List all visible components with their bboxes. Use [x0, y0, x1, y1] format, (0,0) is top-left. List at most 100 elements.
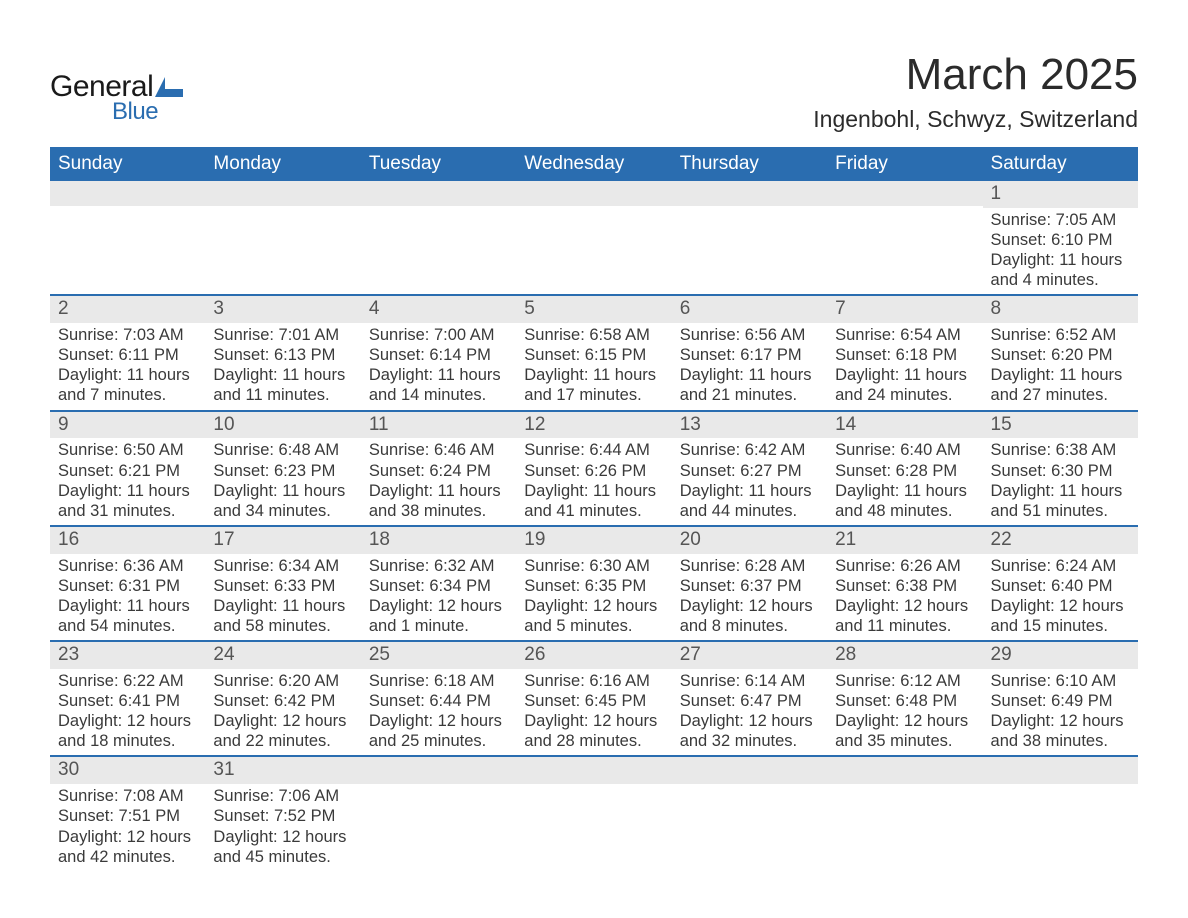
empty-day-stripe — [516, 181, 671, 206]
day-number: 8 — [983, 296, 1138, 323]
day-cell: 30Sunrise: 7:08 AMSunset: 7:51 PMDayligh… — [50, 756, 205, 870]
sunrise-line: Sunrise: 6:20 AM — [213, 671, 352, 691]
empty-day-stripe — [516, 757, 671, 784]
day-details: Sunrise: 6:32 AMSunset: 6:34 PMDaylight:… — [361, 554, 516, 641]
sunset-line: Sunset: 7:52 PM — [213, 806, 352, 826]
daylight-line: Daylight: 12 hours and 38 minutes. — [991, 711, 1130, 751]
daylight-line: Daylight: 11 hours and 44 minutes. — [680, 481, 819, 521]
sunrise-line: Sunrise: 6:58 AM — [524, 325, 663, 345]
empty-day-stripe — [983, 757, 1138, 784]
day-cell: 9Sunrise: 6:50 AMSunset: 6:21 PMDaylight… — [50, 411, 205, 526]
empty-day-body — [205, 206, 360, 286]
empty-cell — [205, 181, 360, 295]
daylight-line: Daylight: 11 hours and 17 minutes. — [524, 365, 663, 405]
day-number: 30 — [50, 757, 205, 784]
empty-cell — [672, 756, 827, 870]
day-details: Sunrise: 6:30 AMSunset: 6:35 PMDaylight:… — [516, 554, 671, 641]
day-cell: 17Sunrise: 6:34 AMSunset: 6:33 PMDayligh… — [205, 526, 360, 641]
day-number: 21 — [827, 527, 982, 554]
day-details: Sunrise: 6:34 AMSunset: 6:33 PMDaylight:… — [205, 554, 360, 641]
sunrise-line: Sunrise: 6:32 AM — [369, 556, 508, 576]
day-header: Friday — [827, 147, 982, 181]
sunrise-line: Sunrise: 6:56 AM — [680, 325, 819, 345]
sunset-line: Sunset: 6:30 PM — [991, 461, 1130, 481]
day-cell: 19Sunrise: 6:30 AMSunset: 6:35 PMDayligh… — [516, 526, 671, 641]
day-details: Sunrise: 6:24 AMSunset: 6:40 PMDaylight:… — [983, 554, 1138, 641]
daylight-line: Daylight: 11 hours and 48 minutes. — [835, 481, 974, 521]
sunrise-line: Sunrise: 6:34 AM — [213, 556, 352, 576]
sunset-line: Sunset: 6:24 PM — [369, 461, 508, 481]
sunrise-line: Sunrise: 6:22 AM — [58, 671, 197, 691]
empty-cell — [516, 756, 671, 870]
sunset-line: Sunset: 6:41 PM — [58, 691, 197, 711]
sunrise-line: Sunrise: 7:05 AM — [991, 210, 1130, 230]
sunset-line: Sunset: 6:14 PM — [369, 345, 508, 365]
day-header: Wednesday — [516, 147, 671, 181]
daylight-line: Daylight: 11 hours and 41 minutes. — [524, 481, 663, 521]
sunrise-line: Sunrise: 7:06 AM — [213, 786, 352, 806]
sunset-line: Sunset: 6:40 PM — [991, 576, 1130, 596]
day-details: Sunrise: 6:12 AMSunset: 6:48 PMDaylight:… — [827, 669, 982, 756]
day-number: 1 — [983, 181, 1138, 208]
sunrise-line: Sunrise: 6:54 AM — [835, 325, 974, 345]
day-cell: 11Sunrise: 6:46 AMSunset: 6:24 PMDayligh… — [361, 411, 516, 526]
day-details: Sunrise: 7:03 AMSunset: 6:11 PMDaylight:… — [50, 323, 205, 410]
daylight-line: Daylight: 12 hours and 25 minutes. — [369, 711, 508, 751]
sunset-line: Sunset: 6:28 PM — [835, 461, 974, 481]
day-details: Sunrise: 6:18 AMSunset: 6:44 PMDaylight:… — [361, 669, 516, 756]
sunrise-line: Sunrise: 7:01 AM — [213, 325, 352, 345]
day-number: 12 — [516, 412, 671, 439]
day-details: Sunrise: 6:36 AMSunset: 6:31 PMDaylight:… — [50, 554, 205, 641]
calendar-table: SundayMondayTuesdayWednesdayThursdayFrid… — [50, 147, 1138, 871]
day-number: 24 — [205, 642, 360, 669]
sunrise-line: Sunrise: 6:26 AM — [835, 556, 974, 576]
daylight-line: Daylight: 12 hours and 1 minute. — [369, 596, 508, 636]
daylight-line: Daylight: 11 hours and 27 minutes. — [991, 365, 1130, 405]
sunrise-line: Sunrise: 6:52 AM — [991, 325, 1130, 345]
daylight-line: Daylight: 11 hours and 21 minutes. — [680, 365, 819, 405]
day-details: Sunrise: 6:40 AMSunset: 6:28 PMDaylight:… — [827, 438, 982, 525]
sunrise-line: Sunrise: 6:24 AM — [991, 556, 1130, 576]
day-cell: 16Sunrise: 6:36 AMSunset: 6:31 PMDayligh… — [50, 526, 205, 641]
sunrise-line: Sunrise: 6:40 AM — [835, 440, 974, 460]
daylight-line: Daylight: 12 hours and 11 minutes. — [835, 596, 974, 636]
day-cell: 8Sunrise: 6:52 AMSunset: 6:20 PMDaylight… — [983, 295, 1138, 410]
day-details: Sunrise: 6:56 AMSunset: 6:17 PMDaylight:… — [672, 323, 827, 410]
sunset-line: Sunset: 6:33 PM — [213, 576, 352, 596]
empty-cell — [50, 181, 205, 295]
day-details: Sunrise: 6:22 AMSunset: 6:41 PMDaylight:… — [50, 669, 205, 756]
daylight-line: Daylight: 12 hours and 32 minutes. — [680, 711, 819, 751]
day-details: Sunrise: 6:46 AMSunset: 6:24 PMDaylight:… — [361, 438, 516, 525]
day-details: Sunrise: 7:05 AMSunset: 6:10 PMDaylight:… — [983, 208, 1138, 295]
day-header: Thursday — [672, 147, 827, 181]
empty-day-stripe — [361, 757, 516, 784]
sunset-line: Sunset: 6:31 PM — [58, 576, 197, 596]
day-cell: 7Sunrise: 6:54 AMSunset: 6:18 PMDaylight… — [827, 295, 982, 410]
day-number: 19 — [516, 527, 671, 554]
daylight-line: Daylight: 11 hours and 14 minutes. — [369, 365, 508, 405]
daylight-line: Daylight: 11 hours and 58 minutes. — [213, 596, 352, 636]
day-cell: 25Sunrise: 6:18 AMSunset: 6:44 PMDayligh… — [361, 641, 516, 756]
day-cell: 1Sunrise: 7:05 AMSunset: 6:10 PMDaylight… — [983, 181, 1138, 295]
calendar-body: 1Sunrise: 7:05 AMSunset: 6:10 PMDaylight… — [50, 181, 1138, 871]
day-cell: 12Sunrise: 6:44 AMSunset: 6:26 PMDayligh… — [516, 411, 671, 526]
empty-day-body — [516, 206, 671, 286]
day-details: Sunrise: 6:50 AMSunset: 6:21 PMDaylight:… — [50, 438, 205, 525]
sunrise-line: Sunrise: 7:03 AM — [58, 325, 197, 345]
empty-day-stripe — [827, 181, 982, 206]
day-number: 27 — [672, 642, 827, 669]
day-details: Sunrise: 6:52 AMSunset: 6:20 PMDaylight:… — [983, 323, 1138, 410]
day-cell: 4Sunrise: 7:00 AMSunset: 6:14 PMDaylight… — [361, 295, 516, 410]
day-number: 22 — [983, 527, 1138, 554]
empty-day-body — [50, 206, 205, 286]
sunset-line: Sunset: 6:42 PM — [213, 691, 352, 711]
day-cell: 26Sunrise: 6:16 AMSunset: 6:45 PMDayligh… — [516, 641, 671, 756]
sunrise-line: Sunrise: 7:08 AM — [58, 786, 197, 806]
logo: General Blue — [50, 50, 183, 126]
empty-day-stripe — [672, 181, 827, 206]
day-cell: 28Sunrise: 6:12 AMSunset: 6:48 PMDayligh… — [827, 641, 982, 756]
day-number: 9 — [50, 412, 205, 439]
empty-cell — [827, 756, 982, 870]
sunset-line: Sunset: 6:20 PM — [991, 345, 1130, 365]
empty-cell — [361, 756, 516, 870]
